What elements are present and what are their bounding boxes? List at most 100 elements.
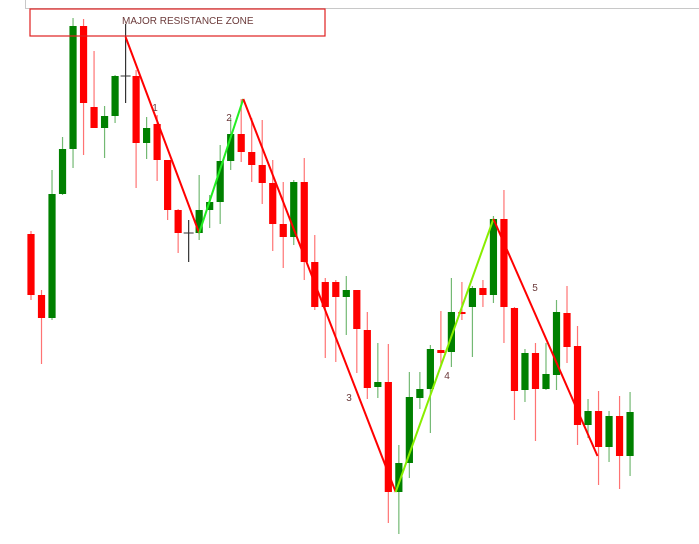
- candle: [552, 300, 561, 390]
- candle: [563, 286, 571, 363]
- candle-body: [542, 374, 550, 389]
- candle-body: [248, 152, 256, 165]
- candle-body: [332, 282, 340, 297]
- candle: [479, 280, 487, 307]
- candle: [437, 311, 445, 365]
- candle-body: [363, 330, 371, 388]
- candle-body: [174, 210, 182, 233]
- candle: [58, 137, 67, 195]
- candle-body: [405, 397, 413, 463]
- wave-labels: 1 2 3 4 5: [152, 103, 538, 404]
- candle: [395, 445, 403, 534]
- candle-body: [258, 165, 266, 183]
- candle-body: [447, 312, 455, 352]
- candle: [615, 396, 624, 489]
- candle-body: [605, 416, 613, 447]
- candle-body: [111, 76, 119, 116]
- candle-body: [353, 290, 361, 329]
- resistance-zone-label: MAJOR RESISTANCE ZONE: [122, 16, 254, 27]
- candle: [216, 145, 224, 224]
- candle: [605, 411, 613, 462]
- candle: [237, 99, 245, 162]
- candle-body: [626, 412, 634, 456]
- candle-body: [279, 224, 287, 237]
- candle: [258, 120, 266, 204]
- candle: [363, 312, 371, 399]
- candle-body: [290, 182, 298, 237]
- candle: [100, 106, 109, 158]
- candle-body: [458, 312, 466, 314]
- candle-body: [500, 219, 508, 307]
- candle: [626, 392, 634, 476]
- candle-body: [300, 182, 308, 262]
- candle-body: [48, 194, 56, 318]
- candle: [521, 349, 529, 402]
- candle-body: [132, 76, 140, 143]
- candle-body: [269, 183, 277, 224]
- candle-body: [90, 107, 98, 128]
- candle-body: [468, 288, 477, 307]
- candle: [489, 216, 498, 303]
- candle: [542, 343, 550, 390]
- candle-body: [615, 416, 624, 456]
- candle: [500, 190, 508, 343]
- candle-body: [416, 389, 424, 398]
- candle: [279, 182, 287, 268]
- zigzag-lines: [124, 36, 599, 493]
- candle-body: [573, 346, 582, 425]
- candle: [531, 343, 540, 441]
- candle: [37, 290, 46, 364]
- wave-label-3: 3: [346, 393, 352, 404]
- candle-body: [69, 26, 77, 149]
- candle-body: [426, 349, 434, 389]
- candle-body: [195, 210, 203, 233]
- candle-body: [164, 160, 172, 210]
- candle: [132, 70, 140, 188]
- candle: [468, 286, 477, 357]
- zigzag-down-line: [492, 218, 599, 457]
- candle: [510, 307, 519, 420]
- candle: [374, 343, 382, 398]
- candle: [227, 118, 235, 170]
- candle: [458, 282, 466, 320]
- candle: [290, 180, 298, 245]
- candle-body: [37, 295, 46, 318]
- wave-label-1: 1: [152, 103, 158, 114]
- wave-label-2: 2: [226, 113, 232, 124]
- candle: [27, 231, 35, 300]
- candle-body: [510, 308, 519, 391]
- candle-body: [489, 219, 498, 295]
- candle-body: [552, 312, 561, 375]
- candle-body: [58, 149, 67, 194]
- candle: [153, 115, 161, 181]
- candle-body: [216, 161, 224, 202]
- candle: [143, 117, 151, 159]
- candle: [111, 75, 119, 123]
- candle: [195, 175, 203, 240]
- candle: [183, 220, 194, 262]
- zigzag-up-line: [394, 218, 495, 493]
- candle-body: [227, 134, 235, 161]
- candle-body: [531, 353, 540, 389]
- candle: [447, 278, 455, 367]
- candle: [353, 290, 361, 373]
- candle: [311, 235, 319, 310]
- candle-body: [342, 290, 350, 297]
- candle-body: [206, 202, 214, 210]
- candle: [90, 51, 98, 128]
- candle: [573, 326, 582, 445]
- candle-body: [395, 463, 403, 492]
- candle: [79, 19, 88, 155]
- candle: [321, 278, 329, 358]
- candle-body: [100, 116, 109, 128]
- candles: [27, 18, 634, 534]
- candle-body: [521, 353, 529, 390]
- candle-body: [563, 313, 571, 347]
- candle: [416, 372, 424, 409]
- candle: [405, 372, 413, 478]
- candle: [332, 280, 340, 362]
- candle: [174, 209, 182, 253]
- window-border: [25, 0, 26, 9]
- candle-body: [79, 26, 88, 103]
